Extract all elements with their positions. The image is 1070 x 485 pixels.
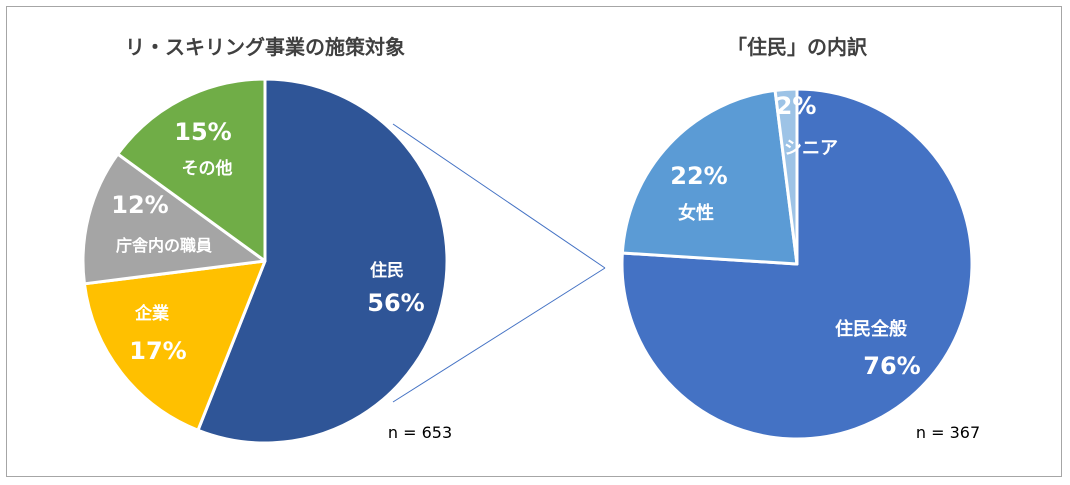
- left-n-label: n = 653: [388, 423, 452, 442]
- left-slice-3-value-label: 15%: [174, 118, 231, 146]
- left-slice-2-value-label: 12%: [111, 191, 168, 219]
- right-slice-0-name-label: 住民全般: [835, 318, 907, 340]
- right-slice-0-value-label: 76%: [863, 352, 920, 380]
- left-slice-3: [116, 77, 267, 263]
- right-slice-1-value-label: 22%: [670, 162, 727, 190]
- left-pie-slices: [81, 77, 449, 445]
- left-slice-1-name-label: 企業: [134, 303, 169, 324]
- right-slice-1: [620, 88, 799, 266]
- left-pie-chart: リ・スキリング事業の施策対象 住民 56% 企業 17% 庁舎内の職員 12% その他 15%…: [81, 35, 452, 445]
- left-pie-labels: 住民 56% 企業 17% 庁舎内の職員 12% その他 15%: [111, 118, 424, 365]
- left-slice-0-value-label: 56%: [367, 289, 424, 317]
- right-n-label: n = 367: [916, 423, 980, 442]
- left-slice-2: [81, 152, 267, 286]
- right-slice-1-name-label: 女性: [678, 202, 714, 224]
- left-slice-0: [196, 77, 449, 445]
- connector-line-top: [392, 123, 606, 269]
- left-slice-1-value-label: 17%: [129, 337, 186, 365]
- connector-line-bottom: [392, 267, 606, 403]
- right-pie-chart: 「住民」の内訳 住民全般 76% 女性 22% シニア 2% n = 367: [620, 35, 980, 442]
- left-slice-2-name-label: 庁舎内の職員: [116, 236, 212, 255]
- right-slice-2: [773, 87, 799, 266]
- right-pie-slices: [620, 87, 974, 441]
- right-pie-labels: 住民全般 76% 女性 22% シニア 2%: [670, 92, 920, 380]
- right-slice-2-value-label: 2%: [776, 92, 817, 120]
- right-slice-2-name-label: シニア: [784, 138, 838, 159]
- left-slice-1: [82, 259, 267, 432]
- right-chart-title: 「住民」の内訳: [727, 35, 868, 59]
- left-slice-0-name-label: 住民: [370, 260, 404, 281]
- left-chart-title: リ・スキリング事業の施策対象: [125, 35, 405, 59]
- connector-lines: [392, 123, 606, 403]
- left-slice-3-name-label: その他: [182, 158, 233, 179]
